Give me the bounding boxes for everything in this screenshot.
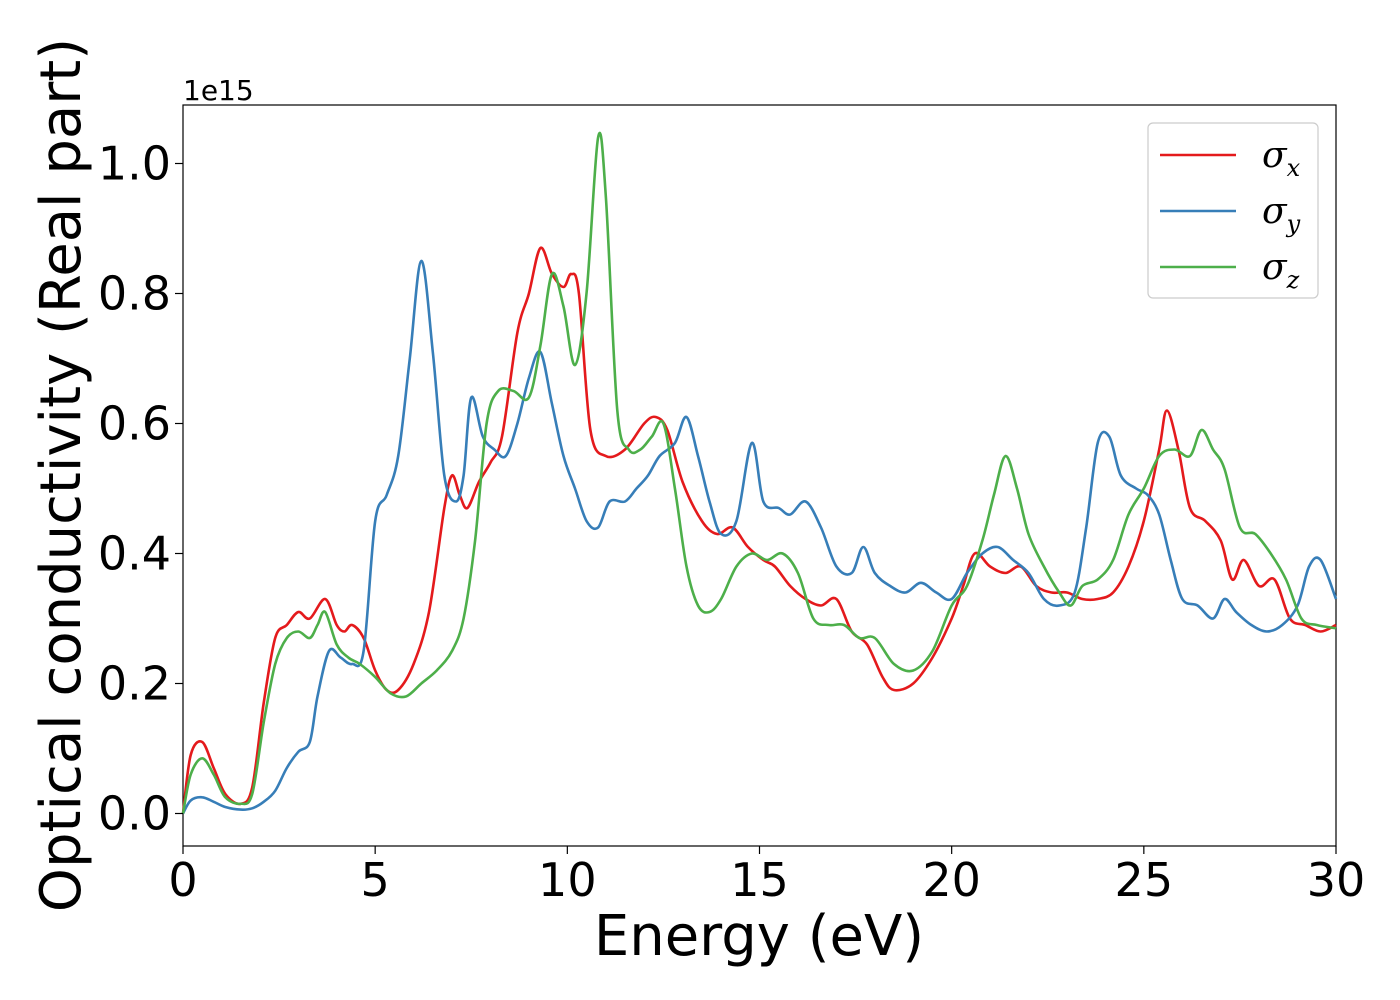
y-tick-label: 0.0 <box>98 787 171 841</box>
legend: σx σy σz <box>1147 122 1319 299</box>
y-tick-label: 0.6 <box>98 397 171 451</box>
x-axis: 0 5 10 15 20 25 30 <box>168 846 1365 907</box>
x-axis-label: Energy (eV) <box>594 904 924 969</box>
x-tick-label: 25 <box>1115 853 1174 907</box>
y-tick-label: 0.8 <box>98 267 171 321</box>
y-axis: 0.0 0.2 0.4 0.6 0.8 1.0 <box>98 137 183 841</box>
x-tick-label: 5 <box>361 853 390 907</box>
x-tick-label: 10 <box>538 853 597 907</box>
x-tick-label: 15 <box>730 853 789 907</box>
x-tick-label: 20 <box>922 853 981 907</box>
series-line-z <box>181 131 1337 814</box>
y-offset-label: 1e15 <box>183 74 254 107</box>
y-tick-label: 0.2 <box>98 657 171 711</box>
y-axis-label: Optical conductivity (Real part) <box>29 38 94 912</box>
series-line-x <box>181 246 1337 814</box>
legend-label-y: σy <box>1262 191 1301 238</box>
x-tick-label: 0 <box>168 853 197 907</box>
legend-label-z: σz <box>1262 247 1300 294</box>
series-line-y <box>181 259 1338 815</box>
series-layer <box>181 131 1338 815</box>
y-tick-label: 0.4 <box>98 527 171 581</box>
y-tick-label: 1.0 <box>98 137 171 191</box>
x-tick-label: 30 <box>1307 853 1366 907</box>
legend-label-x: σx <box>1262 135 1301 182</box>
